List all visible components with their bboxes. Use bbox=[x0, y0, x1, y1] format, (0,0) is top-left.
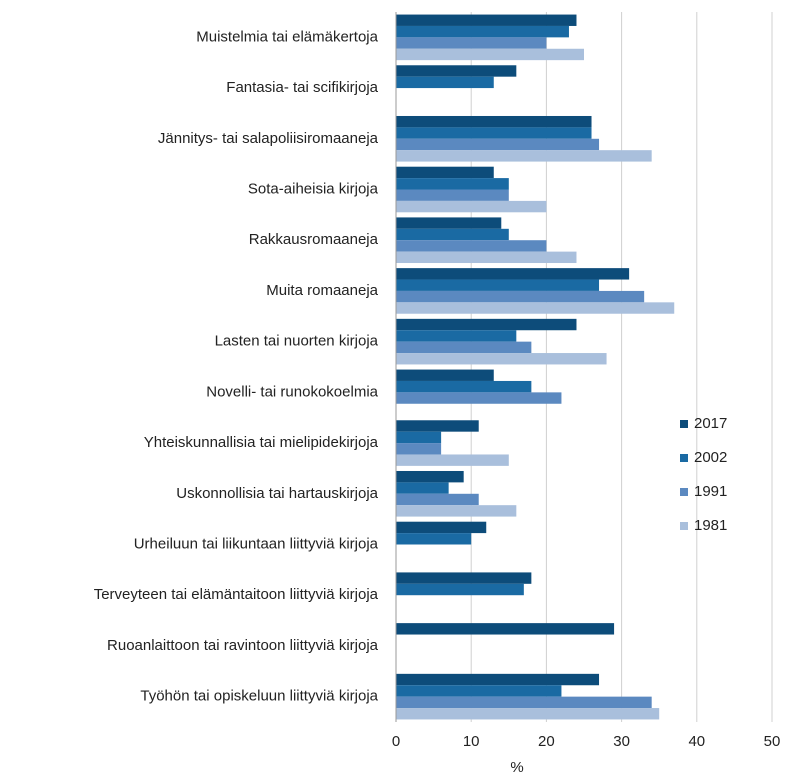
legend-swatch bbox=[680, 454, 688, 462]
x-tick-label: 0 bbox=[392, 733, 400, 750]
x-tick-label: 40 bbox=[688, 733, 705, 750]
legend-swatch bbox=[680, 522, 688, 530]
x-tick-label: 10 bbox=[463, 733, 480, 750]
y-tick-label: Uskonnollisia tai hartauskirjoja bbox=[176, 485, 378, 502]
bar bbox=[396, 673, 600, 686]
bar bbox=[396, 279, 600, 291]
bar bbox=[396, 521, 487, 534]
bar bbox=[396, 302, 675, 314]
bar bbox=[396, 251, 577, 264]
bar bbox=[396, 240, 547, 252]
bar bbox=[396, 454, 509, 466]
y-tick-label: Työhön tai opiskeluun liittyviä kirjoja bbox=[140, 688, 378, 705]
bar bbox=[396, 268, 630, 280]
bar bbox=[396, 178, 509, 190]
legend-label: 1981 bbox=[694, 517, 727, 534]
bar bbox=[396, 290, 645, 303]
x-tick-label: 50 bbox=[764, 733, 781, 750]
y-tick-label: Rakkausromaaneja bbox=[249, 231, 379, 248]
y-tick-label: Muistelmia tai elämäkertoja bbox=[196, 28, 378, 45]
legend-label: 2002 bbox=[694, 449, 727, 466]
bar bbox=[396, 150, 652, 162]
bar bbox=[396, 115, 592, 128]
legend-swatch bbox=[680, 488, 688, 496]
bar bbox=[396, 189, 509, 201]
bar bbox=[396, 623, 615, 635]
y-tick-label: Sota-aiheisia kirjoja bbox=[248, 180, 379, 197]
bar bbox=[396, 431, 442, 444]
y-tick-label: Terveyteen tai elämäntaitoon liittyviä k… bbox=[94, 586, 379, 603]
bar bbox=[396, 533, 472, 545]
bar bbox=[396, 217, 502, 229]
bar bbox=[396, 583, 524, 596]
x-tick-label: 30 bbox=[613, 733, 630, 750]
x-tick-label: 20 bbox=[538, 733, 555, 750]
bar bbox=[396, 48, 584, 61]
x-axis-label: % bbox=[510, 759, 523, 776]
bar bbox=[396, 420, 479, 432]
legend-label: 2017 bbox=[694, 415, 727, 432]
y-tick-label: Jännitys- tai salapoliisiromaaneja bbox=[158, 130, 379, 147]
bar bbox=[396, 392, 562, 404]
y-tick-label: Novelli- tai runokokoelmia bbox=[206, 383, 378, 400]
y-tick-label: Ruoanlaittoon tai ravintoon liittyviä ki… bbox=[107, 637, 379, 654]
bar bbox=[396, 470, 464, 483]
bar bbox=[396, 353, 607, 365]
bar bbox=[396, 330, 517, 342]
bar bbox=[396, 482, 449, 494]
bar bbox=[396, 369, 494, 381]
y-tick-label: Muita romaaneja bbox=[266, 282, 378, 299]
bar bbox=[396, 166, 494, 179]
bar bbox=[396, 708, 660, 720]
y-tick-label: Lasten tai nuorten kirjoja bbox=[215, 333, 379, 350]
bar bbox=[396, 37, 547, 49]
bar bbox=[396, 138, 600, 151]
bar bbox=[396, 380, 532, 393]
bar bbox=[396, 318, 577, 331]
legend-swatch bbox=[680, 420, 688, 428]
bar bbox=[396, 25, 569, 38]
legend-label: 1991 bbox=[694, 483, 727, 500]
bar bbox=[396, 443, 442, 455]
bar bbox=[396, 341, 532, 354]
bar bbox=[396, 572, 532, 584]
bar bbox=[396, 493, 479, 506]
bar bbox=[396, 76, 494, 89]
y-tick-label: Fantasia- tai scifikirjoja bbox=[226, 79, 378, 96]
bar bbox=[396, 228, 509, 241]
bar bbox=[396, 685, 562, 697]
bar bbox=[396, 127, 592, 139]
bar bbox=[396, 200, 547, 213]
bar bbox=[396, 65, 517, 77]
bar bbox=[396, 505, 517, 517]
bar bbox=[396, 696, 652, 709]
y-tick-label: Urheiluun tai liikuntaan liittyviä kirjo… bbox=[134, 535, 379, 552]
bar bbox=[396, 14, 577, 26]
y-tick-label: Yhteiskunnallisia tai mielipidekirjoja bbox=[144, 434, 379, 451]
